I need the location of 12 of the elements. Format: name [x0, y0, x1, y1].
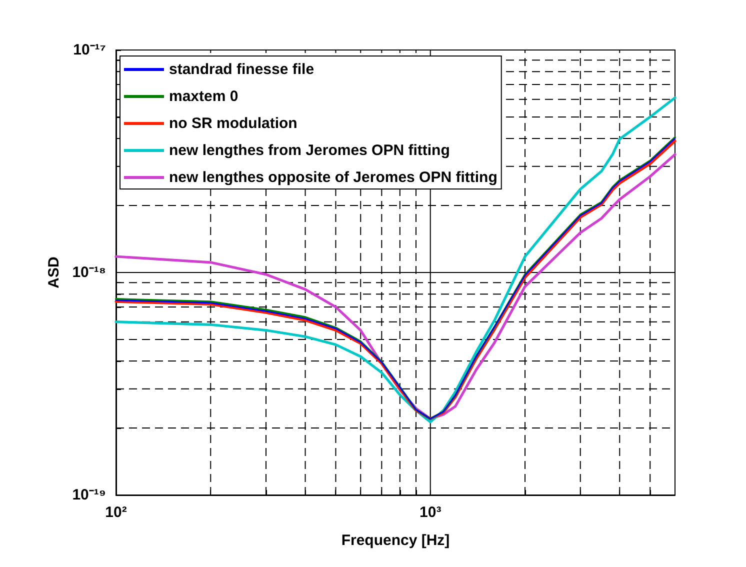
x-tick-label: 10³ [420, 504, 442, 521]
legend-label: maxtem 0 [169, 88, 238, 105]
x-tick-label: 10² [105, 504, 127, 521]
y-tick-label: 10⁻¹⁸ [72, 264, 106, 281]
legend-label: standrad finesse file [169, 61, 314, 78]
legend-label: new lengthes from Jeromes OPN fitting [169, 142, 450, 159]
y-tick-label: 10⁻¹⁷ [73, 42, 106, 58]
y-tick-label: 10⁻¹⁹ [72, 486, 106, 504]
x-axis-title: Frequency [Hz] [341, 532, 450, 549]
y-axis-title: ASD [45, 256, 62, 288]
legend-label: new lengthes opposite of Jeromes OPN fitting [169, 169, 498, 186]
legend-label: no SR modulation [169, 115, 298, 132]
